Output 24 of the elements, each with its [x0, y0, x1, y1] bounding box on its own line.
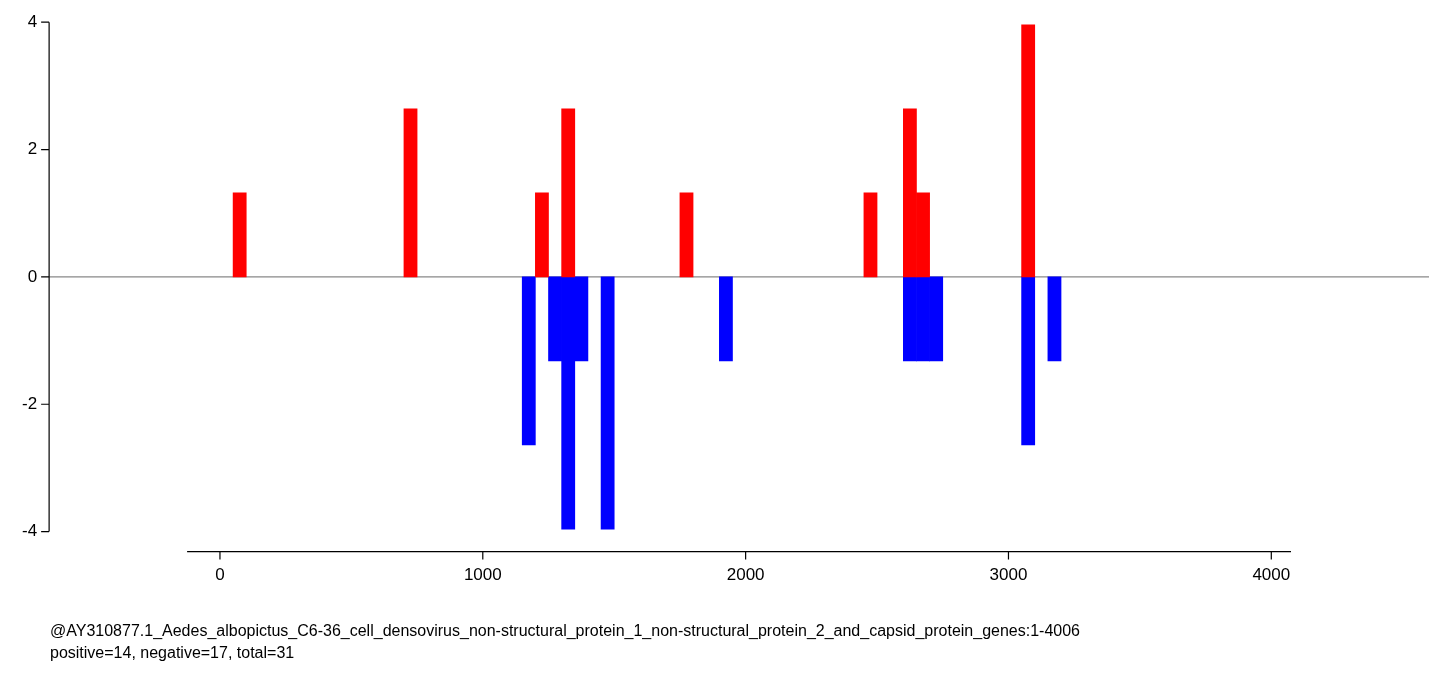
text: positive=14, negative=17, total=31: [50, 643, 296, 663]
y-tick-label: 4: [27, 11, 38, 31]
text: @AY310877.1_Aedes_albopictus_C6-36_cell_densovirus_non-structural_protein_1_non-structural_protein_2_and_capsid_protein_genes:1-4006: [50, 621, 1080, 641]
bar: [232, 192, 247, 278]
bar: [521, 276, 536, 446]
bar: [1047, 276, 1062, 362]
y-tick-label: 0: [27, 266, 38, 286]
bar: [719, 276, 733, 362]
y-tick-label: 2: [27, 139, 38, 159]
bar: [535, 192, 549, 278]
x-tick-label: 0: [215, 565, 225, 585]
bar: [600, 276, 615, 530]
bar: [679, 192, 694, 278]
y-tick-label: -4: [21, 521, 38, 541]
x-tick-label: 1000: [463, 565, 502, 585]
x-tick-label: 3000: [989, 565, 1028, 585]
bar: [403, 108, 418, 278]
y-tick-label: -2: [21, 393, 38, 413]
bar: [1021, 276, 1036, 446]
x-tick-label: 4000: [1252, 565, 1291, 585]
bar: [561, 108, 576, 278]
x-tick-label: 2000: [726, 565, 765, 585]
bar: [1021, 24, 1036, 278]
bar: [863, 192, 878, 278]
